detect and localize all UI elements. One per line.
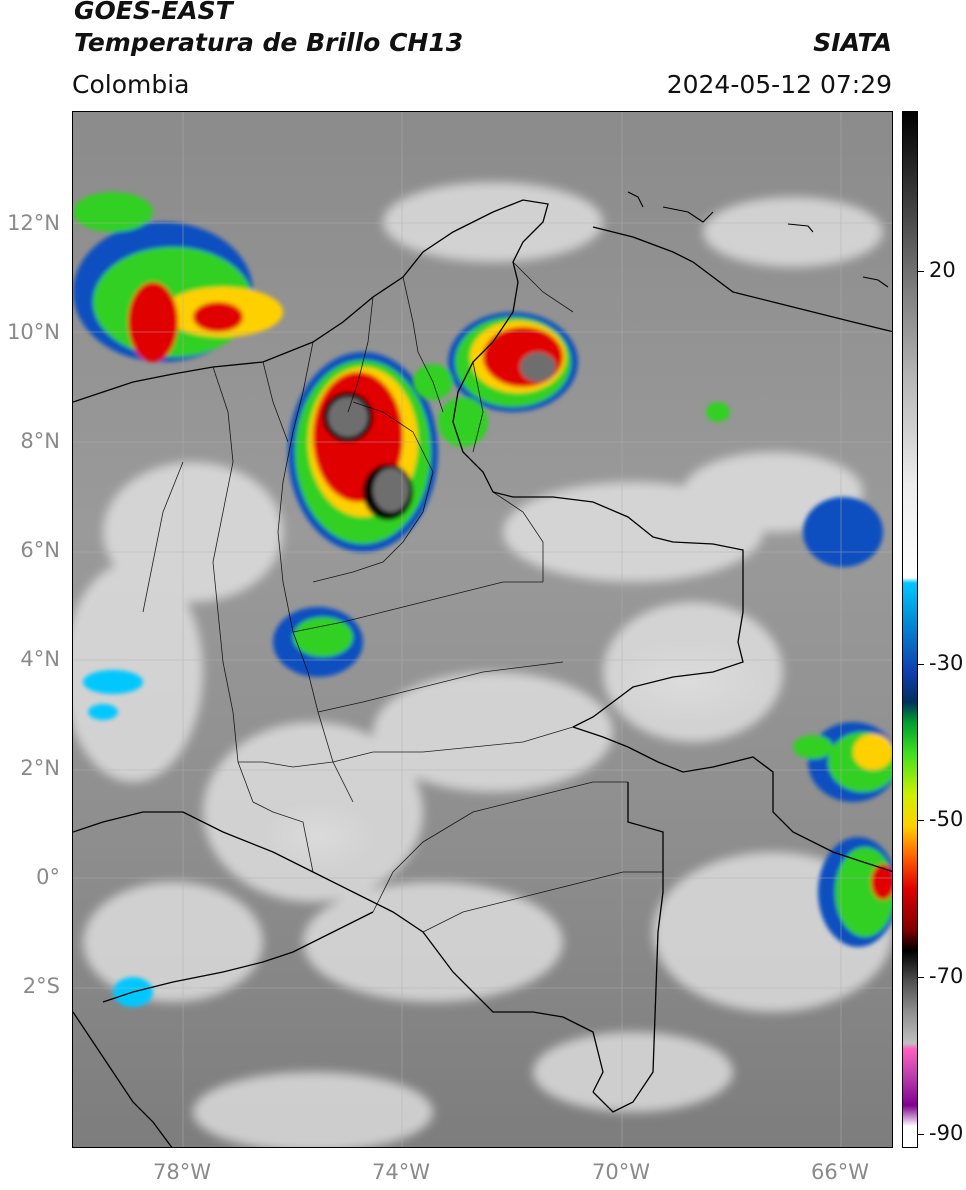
- lat-tick-4n: 4°N: [20, 647, 60, 671]
- department-borders: [142, 261, 663, 933]
- source-label: SIATA: [813, 28, 892, 57]
- lat-tick-8n: 8°N: [20, 429, 60, 453]
- colorbar-label-minus50: -50: [929, 807, 964, 831]
- colorbar-label-20: 20: [929, 258, 956, 282]
- storm-cell-east: [706, 402, 892, 947]
- colorbar-tick-mark: [918, 1134, 924, 1135]
- graticule: [73, 112, 892, 1147]
- storm-cell-central: [288, 352, 438, 552]
- colorbar-tick-mark: [918, 664, 924, 665]
- islands: [627, 191, 889, 288]
- storm-cell-caribbean: [73, 192, 283, 362]
- region-label: Colombia: [72, 70, 190, 99]
- colorbar-label-minus30: -30: [929, 651, 964, 675]
- lat-tick-0: 0°: [36, 865, 60, 889]
- satellite-map[interactable]: [72, 111, 893, 1148]
- lon-tick-70w: 70°W: [592, 1160, 650, 1184]
- lat-tick-12n: 12°N: [7, 211, 60, 235]
- map-layers: [73, 112, 892, 1147]
- colorbar: [902, 111, 918, 1148]
- colorbar-label-minus90: -90: [929, 1121, 964, 1145]
- colorbar-tick-mark: [918, 271, 924, 272]
- lat-tick-10n: 10°N: [7, 320, 60, 344]
- storm-cell-south: [273, 607, 363, 677]
- storm-cell-northeast: [413, 312, 578, 447]
- colorbar-label-minus70: -70: [929, 964, 964, 988]
- satellite-title: GOES-EAST: [74, 0, 233, 25]
- colorbar-tick-mark: [918, 977, 924, 978]
- cloud-layer: [73, 182, 892, 1147]
- lon-tick-66w: 66°W: [811, 1160, 869, 1184]
- colorbar-tick-mark: [918, 820, 924, 821]
- lon-tick-74w: 74°W: [372, 1160, 430, 1184]
- lat-tick-6n: 6°N: [20, 538, 60, 562]
- lat-tick-2s: 2°S: [22, 974, 60, 998]
- lat-tick-2n: 2°N: [20, 756, 60, 780]
- product-title: Temperatura de Brillo CH13: [74, 28, 464, 57]
- datetime-label: 2024-05-12 07:29: [666, 70, 892, 99]
- lon-tick-78w: 78°W: [153, 1160, 211, 1184]
